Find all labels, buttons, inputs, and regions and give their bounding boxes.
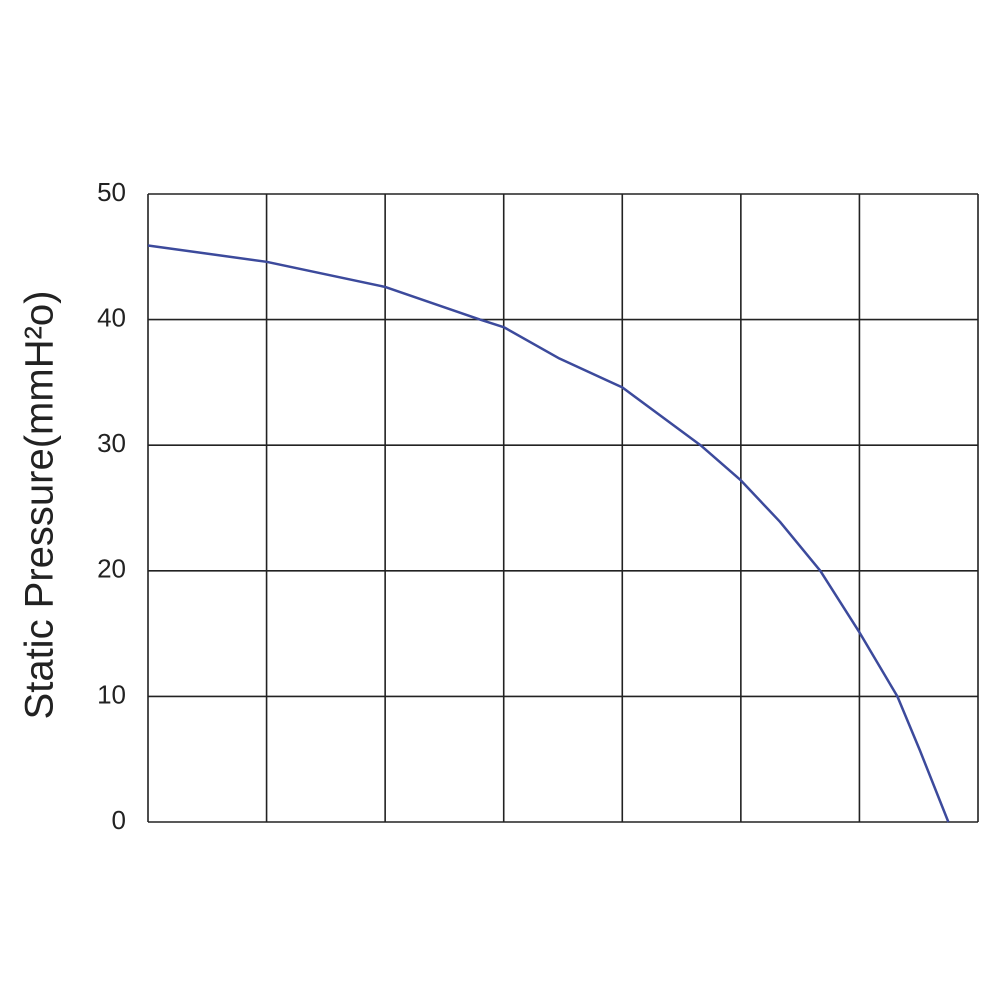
y-tick-label: 30 — [97, 428, 126, 458]
y-tick-label: 50 — [97, 177, 126, 207]
line-series — [147, 244, 950, 823]
y-tick-label: 0 — [112, 805, 126, 835]
y-tick-label: 20 — [97, 554, 126, 584]
y-tick-label: 40 — [97, 302, 126, 332]
y-axis-label: Static Pressure(mmH²o) — [18, 291, 62, 720]
y-tick-label: 10 — [97, 679, 126, 709]
